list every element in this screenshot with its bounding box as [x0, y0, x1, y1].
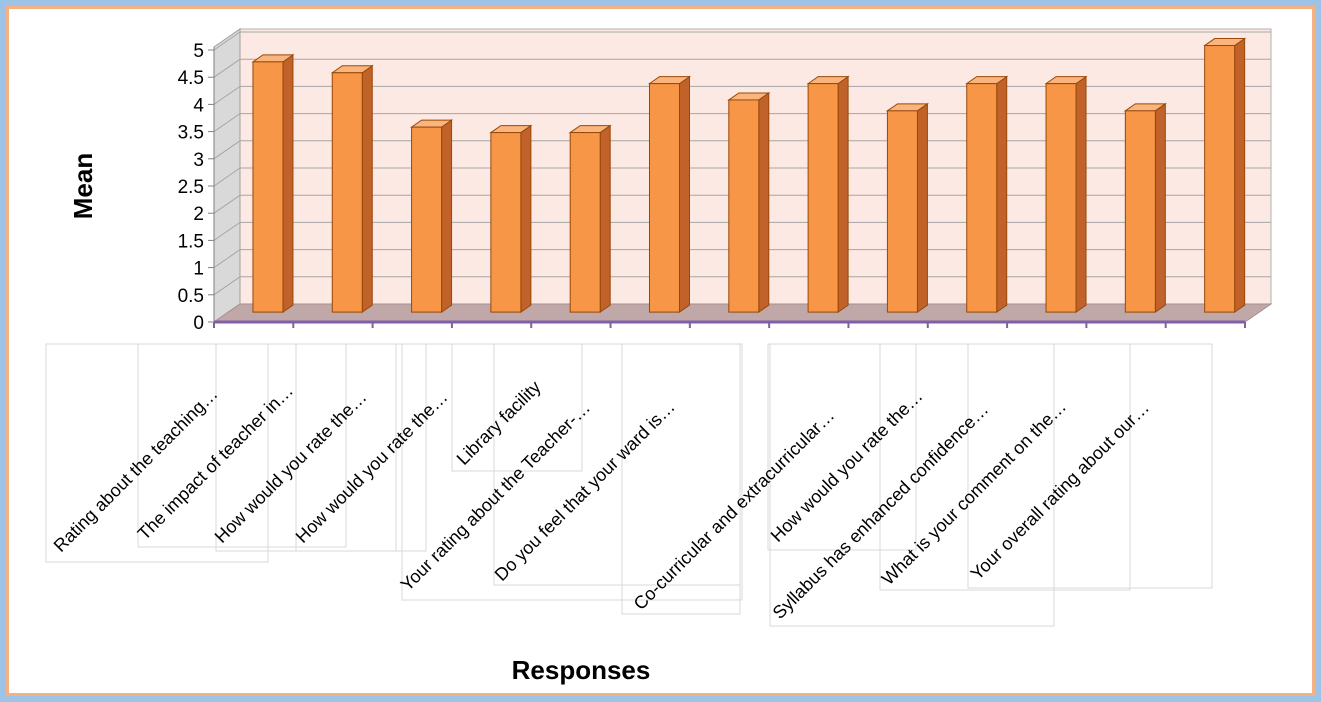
y-tick-label: 3 [193, 150, 204, 171]
category-label-box [295, 343, 427, 552]
bar-side [837, 75, 849, 314]
category-label-box [967, 343, 1213, 589]
gridline [213, 31, 1271, 51]
y-tick-label: 4 [193, 95, 204, 116]
bar [727, 91, 771, 314]
bar-side [599, 124, 611, 314]
bar-side [1234, 37, 1246, 314]
bar-front [1045, 83, 1077, 313]
bar-front [1204, 45, 1236, 313]
bar-front [490, 132, 522, 313]
x-category-label: Do you feel that your ward is… [491, 397, 679, 585]
side-wall [213, 28, 241, 323]
bar [965, 75, 1009, 314]
bar [1044, 75, 1088, 314]
y-tick-label: 5 [193, 41, 204, 62]
bar-front [1124, 110, 1156, 313]
y-tick-label: 2.5 [178, 177, 204, 198]
y-axis-ticks: 0 0.5 1 1.5 2 2.5 3 3.5 4 4.5 5 [178, 41, 215, 334]
bar-side [758, 91, 770, 314]
y-tick-label: 2 [193, 204, 204, 225]
bar [885, 102, 930, 314]
bar [330, 64, 374, 314]
bar [1123, 102, 1167, 314]
bar-front [807, 83, 839, 313]
y-axis-title: Mean [68, 153, 98, 219]
y-tick-label: 1 [193, 259, 204, 280]
bar [251, 53, 295, 314]
y-tick-label: 4.5 [178, 68, 204, 89]
bars [251, 37, 1247, 314]
plot-floor [212, 303, 1273, 328]
bar [489, 124, 533, 314]
bar [568, 124, 612, 314]
bar-side [520, 124, 532, 314]
y-tick-label: 0 [193, 313, 204, 334]
x-axis-category-labels: Rating about the teaching…The impact of … [50, 377, 1153, 623]
bar-side [441, 119, 453, 314]
bar-side [1154, 102, 1166, 314]
bar-front [252, 61, 284, 313]
x-axis-title: Responses [512, 655, 651, 685]
bar-side [361, 64, 373, 314]
bar-side [282, 53, 294, 314]
bar-side [916, 102, 928, 314]
bar [1203, 37, 1247, 314]
x-category-label: How would you rate the… [211, 387, 371, 547]
y-tick-label: 0.5 [178, 286, 204, 307]
bar-front [728, 99, 760, 313]
gridline [213, 58, 1271, 78]
bar-front [331, 72, 363, 313]
category-label-box [621, 343, 741, 615]
y-tick-label: 1.5 [178, 231, 204, 252]
bar-front [966, 83, 998, 313]
bar-front [648, 83, 680, 313]
y-tick-label: 3.5 [178, 123, 204, 144]
bar [806, 75, 850, 314]
x-category-label: How would you rate the… [292, 387, 452, 547]
bar [647, 75, 692, 314]
category-label-boxes [45, 343, 1213, 627]
bar-side [1075, 75, 1087, 314]
bar-side [678, 75, 690, 314]
bar-side [996, 75, 1008, 314]
x-category-label: The impact of teacher in… [134, 380, 297, 543]
bar [409, 119, 454, 314]
bar-front [569, 132, 601, 313]
bar-front [411, 126, 443, 313]
x-category-label: Your overall rating about our… [967, 398, 1153, 584]
bar-front [886, 110, 918, 313]
gridline [213, 85, 1271, 105]
